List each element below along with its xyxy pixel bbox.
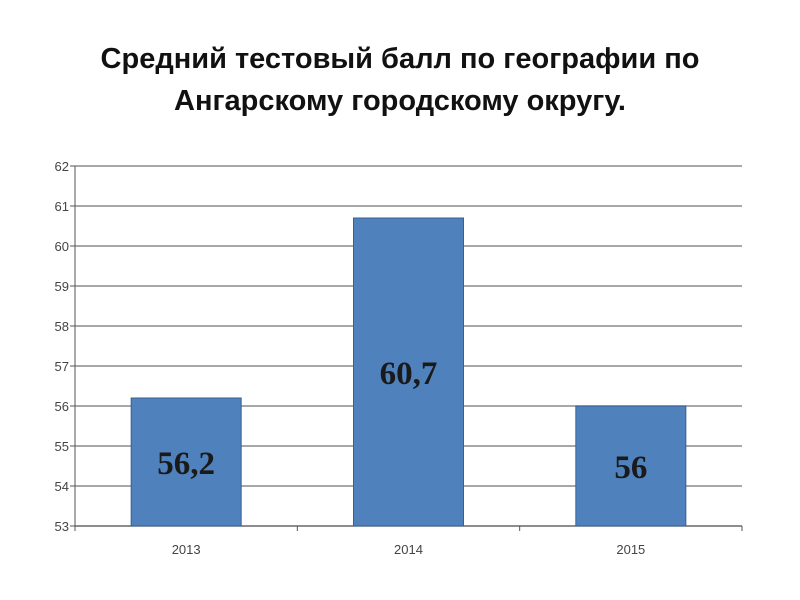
y-tick-label: 55	[55, 439, 69, 454]
x-tick-label-2014: 2014	[394, 542, 423, 557]
bar-2014	[353, 217, 464, 527]
chart-title-line-2: Ангарскому городскому округу.	[174, 85, 626, 117]
data-label-2013: 56,2	[157, 446, 215, 482]
y-tick-label: 62	[55, 159, 69, 174]
y-tick-label: 54	[55, 479, 69, 494]
x-tick-label-2015: 2015	[616, 542, 645, 557]
chart-title-line-1: Средний тестовый балл по географии по	[100, 43, 700, 75]
y-tick-label: 57	[55, 359, 69, 374]
chart-title: Средний тестовый балл по географии по Ан…	[0, 38, 800, 122]
data-label-2015: 56	[614, 450, 647, 486]
y-tick-label: 58	[55, 319, 69, 334]
y-tick-label: 56	[55, 399, 69, 414]
y-tick-label: 59	[55, 279, 69, 294]
bar-2013	[130, 397, 242, 527]
x-tick-label-2013: 2013	[172, 542, 201, 557]
data-label-2014: 60,7	[380, 356, 438, 392]
y-tick-label: 60	[55, 239, 69, 254]
y-tick-label: 53	[55, 519, 69, 534]
y-tick-label: 61	[55, 199, 69, 214]
bar-2015	[575, 405, 687, 527]
